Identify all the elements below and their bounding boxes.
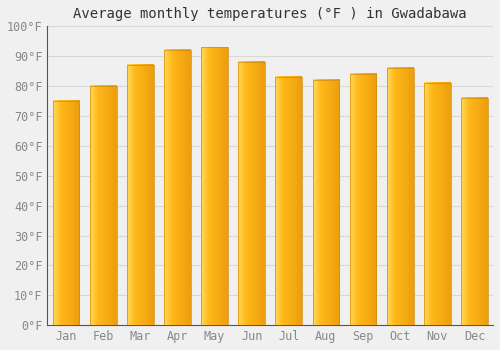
Bar bbox=[312, 80, 340, 325]
Bar bbox=[461, 98, 488, 325]
Bar bbox=[52, 101, 80, 325]
Title: Average monthly temperatures (°F ) in Gwadabawa: Average monthly temperatures (°F ) in Gw… bbox=[74, 7, 467, 21]
Bar bbox=[90, 86, 117, 325]
Bar bbox=[350, 74, 376, 325]
Bar bbox=[127, 65, 154, 325]
Bar bbox=[238, 62, 265, 325]
Bar bbox=[201, 47, 228, 325]
Bar bbox=[164, 50, 191, 325]
Bar bbox=[424, 83, 450, 325]
Bar bbox=[276, 77, 302, 325]
Bar bbox=[387, 68, 413, 325]
